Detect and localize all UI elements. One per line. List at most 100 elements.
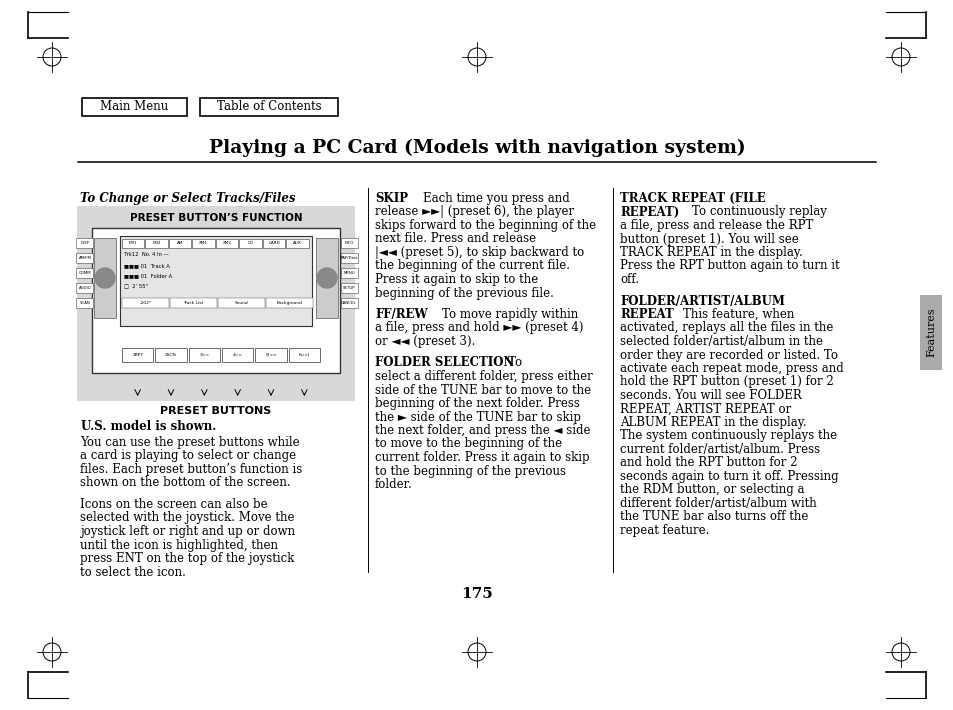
Text: Features: Features (925, 307, 935, 357)
Bar (266, 298, 313, 308)
Text: PRESET BUTTONS: PRESET BUTTONS (160, 406, 272, 416)
Bar (122, 239, 144, 248)
Text: REPEAT): REPEAT) (619, 205, 679, 219)
Text: CANCEL: CANCEL (341, 301, 356, 305)
Bar (255, 348, 286, 362)
Bar (122, 348, 153, 362)
Bar (919, 295, 941, 370)
Text: or ◄◄ (preset 3).: or ◄◄ (preset 3). (375, 335, 475, 348)
Text: ■■■ 01  Folder A: ■■■ 01 Folder A (124, 273, 172, 278)
Text: To Change or Select Tracks/Files: To Change or Select Tracks/Files (80, 192, 295, 205)
Text: FOLDER/ARTIST/ALBUM: FOLDER/ARTIST/ALBUM (619, 295, 784, 307)
Bar (170, 298, 216, 308)
Text: the RDM button, or selecting a: the RDM button, or selecting a (619, 484, 803, 496)
Text: to move to the beginning of the: to move to the beginning of the (375, 437, 561, 451)
Text: Press it again to skip to the: Press it again to skip to the (375, 273, 537, 286)
Bar (82, 98, 187, 116)
Text: You can use the preset buttons while: You can use the preset buttons while (80, 436, 299, 449)
Text: 1RPT: 1RPT (132, 353, 143, 357)
Text: MENU: MENU (343, 271, 355, 275)
Text: 2SCN: 2SCN (165, 353, 176, 357)
Circle shape (95, 268, 115, 288)
Text: activated, replays all the files in the: activated, replays all the files in the (619, 322, 833, 334)
Bar (340, 253, 357, 263)
Bar (169, 239, 192, 248)
Text: AM: AM (177, 241, 183, 246)
Text: files. Each preset button’s function is: files. Each preset button’s function is (80, 463, 302, 476)
Text: To: To (493, 356, 521, 369)
Text: off.: off. (619, 273, 639, 286)
Text: 4>>: 4>> (233, 353, 242, 357)
Text: button (preset 1). You will see: button (preset 1). You will see (619, 232, 798, 246)
Text: to the beginning of the previous: to the beginning of the previous (375, 464, 565, 478)
Text: AUDIO: AUDIO (78, 286, 91, 290)
Text: This feature, when: This feature, when (667, 308, 794, 321)
Bar (76, 268, 92, 278)
Text: FM2: FM2 (152, 241, 161, 246)
Text: the TUNE bar also turns off the: the TUNE bar also turns off the (619, 510, 807, 523)
Text: U.S. model is shown.: U.S. model is shown. (81, 420, 216, 434)
Text: |◄◄ (preset 5), to skip backward to: |◄◄ (preset 5), to skip backward to (375, 246, 583, 259)
Bar (239, 239, 262, 248)
Text: □  2’ 55": □ 2’ 55" (124, 283, 148, 288)
Text: seconds. You will see FOLDER: seconds. You will see FOLDER (619, 389, 801, 402)
Text: order they are recorded or listed. To: order they are recorded or listed. To (619, 349, 837, 361)
Text: different folder/artist/album with: different folder/artist/album with (619, 497, 816, 510)
Text: 3<<: 3<< (199, 353, 209, 357)
Text: Trk12  No. 4 In —: Trk12 No. 4 In — (124, 251, 169, 256)
Text: a file, press and release the RPT: a file, press and release the RPT (619, 219, 813, 232)
Text: a card is playing to select or change: a card is playing to select or change (80, 449, 295, 462)
Text: folder.: folder. (375, 478, 413, 491)
Bar (340, 238, 357, 248)
Text: TRACK REPEAT in the display.: TRACK REPEAT in the display. (619, 246, 801, 259)
Text: until the icon is highlighted, then: until the icon is highlighted, then (80, 538, 277, 552)
Circle shape (316, 268, 336, 288)
Text: beginning of the previous file.: beginning of the previous file. (375, 287, 554, 300)
Bar (289, 348, 319, 362)
Text: DISP: DISP (80, 241, 90, 245)
Text: SETUP: SETUP (342, 286, 355, 290)
Text: repeat feature.: repeat feature. (619, 524, 709, 537)
Text: XM2: XM2 (222, 241, 232, 246)
Text: CARD: CARD (268, 241, 280, 246)
Text: 6>>|: 6>>| (298, 353, 310, 357)
Bar (77, 206, 355, 401)
Text: the next folder, and press the ◄ side: the next folder, and press the ◄ side (375, 424, 590, 437)
Text: REPEAT: REPEAT (619, 308, 673, 321)
Bar (286, 239, 309, 248)
Bar (76, 298, 92, 308)
Text: 175: 175 (460, 587, 493, 601)
Text: current folder. Press it again to skip: current folder. Press it again to skip (375, 451, 589, 464)
Bar (193, 239, 214, 248)
Bar (263, 239, 285, 248)
Text: skips forward to the beginning of the: skips forward to the beginning of the (375, 219, 596, 232)
Bar (340, 268, 357, 278)
Text: the ► side of the TUNE bar to skip: the ► side of the TUNE bar to skip (375, 410, 580, 423)
Text: seconds again to turn it off. Pressing: seconds again to turn it off. Pressing (619, 470, 838, 483)
Text: select a different folder, press either: select a different folder, press either (375, 370, 592, 383)
Text: Playing a PC Card (Models with navigation system): Playing a PC Card (Models with navigatio… (209, 139, 744, 157)
Text: TRACK REPEAT (FILE: TRACK REPEAT (FILE (619, 192, 765, 205)
Text: a file, press and hold ►► (preset 4): a file, press and hold ►► (preset 4) (375, 322, 583, 334)
Text: CD: CD (248, 241, 253, 246)
Text: Track List: Track List (183, 301, 203, 305)
Text: side of the TUNE bar to move to the: side of the TUNE bar to move to the (375, 383, 591, 396)
Text: COMM: COMM (78, 271, 91, 275)
Text: release ►►| (preset 6), the player: release ►►| (preset 6), the player (375, 205, 574, 219)
Text: Table of Contents: Table of Contents (216, 101, 321, 114)
Text: MAP/Dest: MAP/Dest (339, 256, 358, 260)
Bar (200, 98, 337, 116)
Text: FF/REW: FF/REW (375, 308, 427, 321)
Bar (120, 236, 312, 326)
Text: the beginning of the current file.: the beginning of the current file. (375, 259, 569, 273)
Text: INFO: INFO (344, 241, 354, 245)
Text: AUX: AUX (294, 241, 302, 246)
Text: Press the RPT button again to turn it: Press the RPT button again to turn it (619, 259, 839, 273)
Text: AM/FM: AM/FM (78, 256, 91, 260)
Text: To continuously replay: To continuously replay (677, 205, 826, 219)
Bar (76, 283, 92, 293)
Bar (340, 283, 357, 293)
Text: ■■■ 01  Track A: ■■■ 01 Track A (124, 263, 170, 268)
Bar (122, 298, 169, 308)
Text: hold the RPT button (preset 1) for 2: hold the RPT button (preset 1) for 2 (619, 376, 833, 388)
